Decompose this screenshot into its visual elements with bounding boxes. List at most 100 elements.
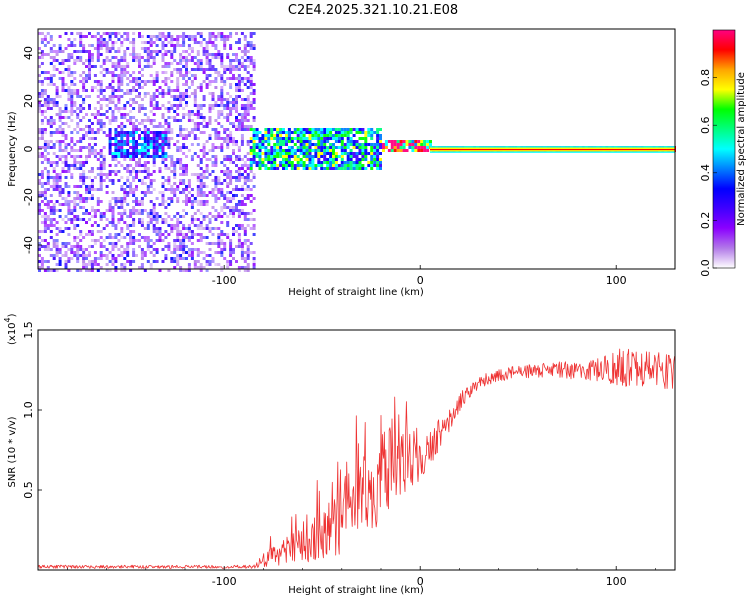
- spectrogram-cell: [132, 155, 136, 158]
- spectrogram-cell: [214, 155, 218, 158]
- spectrogram-cell: [217, 263, 221, 266]
- spectrogram-cell: [143, 194, 147, 197]
- spectrogram-cell: [305, 128, 309, 131]
- spectrogram-cell: [111, 41, 115, 44]
- spectrogram-cell: [196, 50, 200, 53]
- spectrogram-cell: [379, 167, 382, 170]
- spectrogram-cell: [61, 170, 65, 173]
- spectrogram-cell: [123, 266, 127, 269]
- spectrogram-cell: [170, 185, 174, 188]
- spectrogram-cell: [190, 233, 194, 236]
- spectrogram-cell: [229, 71, 233, 74]
- spectrogram-cell: [190, 50, 194, 53]
- spectrogram-cell: [267, 149, 271, 152]
- spectrogram-cell: [70, 251, 74, 254]
- spectrogram-cell: [202, 149, 206, 152]
- spectrogram-cell: [161, 137, 165, 140]
- spectrogram-cell: [82, 257, 86, 260]
- spectrogram-cell: [187, 224, 191, 227]
- spectrogram-cell: [105, 257, 109, 260]
- spectrogram-cell: [258, 143, 262, 146]
- spectrogram-cell: [326, 161, 330, 164]
- spectrogram-cell: [70, 80, 74, 83]
- spectrogram-cell: [108, 170, 112, 173]
- spectrogram-cell: [152, 149, 156, 152]
- spectrogram-cell: [208, 263, 212, 266]
- spectrogram-cell: [143, 143, 147, 146]
- spectrogram-cell: [205, 125, 209, 128]
- spectrogram-cell: [70, 146, 74, 149]
- spectrogram-cell: [140, 56, 144, 59]
- spectrogram-cell: [293, 131, 297, 134]
- spectrogram-cell: [235, 158, 238, 161]
- spectrogram-cell: [70, 155, 74, 158]
- spectrogram-cell: [85, 263, 88, 266]
- spectrogram-cell: [246, 197, 250, 200]
- spectrogram-cell: [40, 191, 44, 194]
- spectrogram-cell: [352, 164, 356, 167]
- spectrogram-cell: [111, 263, 115, 266]
- spectrogram-cell: [252, 62, 256, 65]
- spectrogram-cell: [140, 248, 144, 251]
- spectrogram-cell: [358, 149, 362, 152]
- spectrogram-cell: [293, 128, 297, 131]
- spectrogram-cell: [96, 167, 100, 170]
- spectrogram-cell: [293, 143, 297, 146]
- spectrogram-cell: [146, 65, 150, 68]
- spectrogram-cell: [117, 212, 121, 215]
- spectrogram-cell: [52, 167, 56, 170]
- spectrogram-cell: [214, 56, 218, 59]
- spectrogram-cell: [132, 71, 136, 74]
- spectrogram-cell: [117, 80, 121, 83]
- spectrogram-cell: [161, 218, 165, 221]
- spectrogram-cell: [240, 116, 244, 119]
- spectrogram-cell: [40, 170, 44, 173]
- spectrogram-cell: [299, 164, 303, 167]
- spectrogram-cell: [179, 233, 183, 236]
- spectrogram-cell: [243, 113, 247, 116]
- spectrogram-cell: [64, 110, 68, 113]
- spectrogram-cell: [146, 167, 150, 170]
- spectrogram-cell: [170, 155, 174, 158]
- spectrogram-cell: [334, 137, 338, 140]
- spectrogram-cell: [105, 209, 109, 212]
- spectrogram-cell: [170, 230, 174, 233]
- spectrogram-cell: [232, 59, 235, 62]
- spectrogram-cell: [282, 140, 285, 143]
- spectrogram-cell: [140, 179, 144, 182]
- spectrogram-cell: [61, 161, 65, 164]
- spectrogram-cell: [299, 128, 303, 131]
- spectrogram-cell: [108, 134, 112, 137]
- spectrogram-cell: [285, 158, 288, 161]
- spectrogram-cell: [361, 167, 365, 170]
- spectrogram-cell: [120, 116, 124, 119]
- spectrogram-cell: [176, 86, 180, 89]
- spectrogram-cell: [58, 203, 62, 206]
- spectrogram-cell: [132, 218, 136, 221]
- spectrogram-cell: [208, 32, 212, 35]
- spectrogram-cell: [273, 155, 277, 158]
- spectrogram-cell: [226, 167, 230, 170]
- spectrogram-cell: [343, 149, 347, 152]
- spectrogram-cell: [43, 35, 47, 38]
- spectrogram-cell: [108, 131, 112, 134]
- spectrogram-cell: [179, 179, 183, 182]
- spectrogram-cell: [237, 41, 241, 44]
- spectrogram-cell: [108, 242, 112, 245]
- spectrogram-cell: [329, 161, 333, 164]
- spectrogram-cell: [185, 203, 188, 206]
- spectrogram-cell: [302, 128, 306, 131]
- spectrogram-cell: [43, 77, 47, 80]
- spectrogram-cell: [249, 47, 253, 50]
- spectrogram-cell: [196, 209, 200, 212]
- spectrogram-cell: [237, 95, 241, 98]
- spectrogram-cell: [40, 119, 44, 122]
- spectrogram-cell: [58, 110, 62, 113]
- spectrogram-cell: [49, 38, 53, 41]
- spectrogram-cell: [58, 77, 62, 80]
- spectrogram-cell: [76, 161, 80, 164]
- spectrogram-cell: [105, 41, 109, 44]
- spectrogram-cell: [287, 140, 291, 143]
- spectrogram-cell: [64, 149, 68, 152]
- spectrogram-cell: [99, 161, 103, 164]
